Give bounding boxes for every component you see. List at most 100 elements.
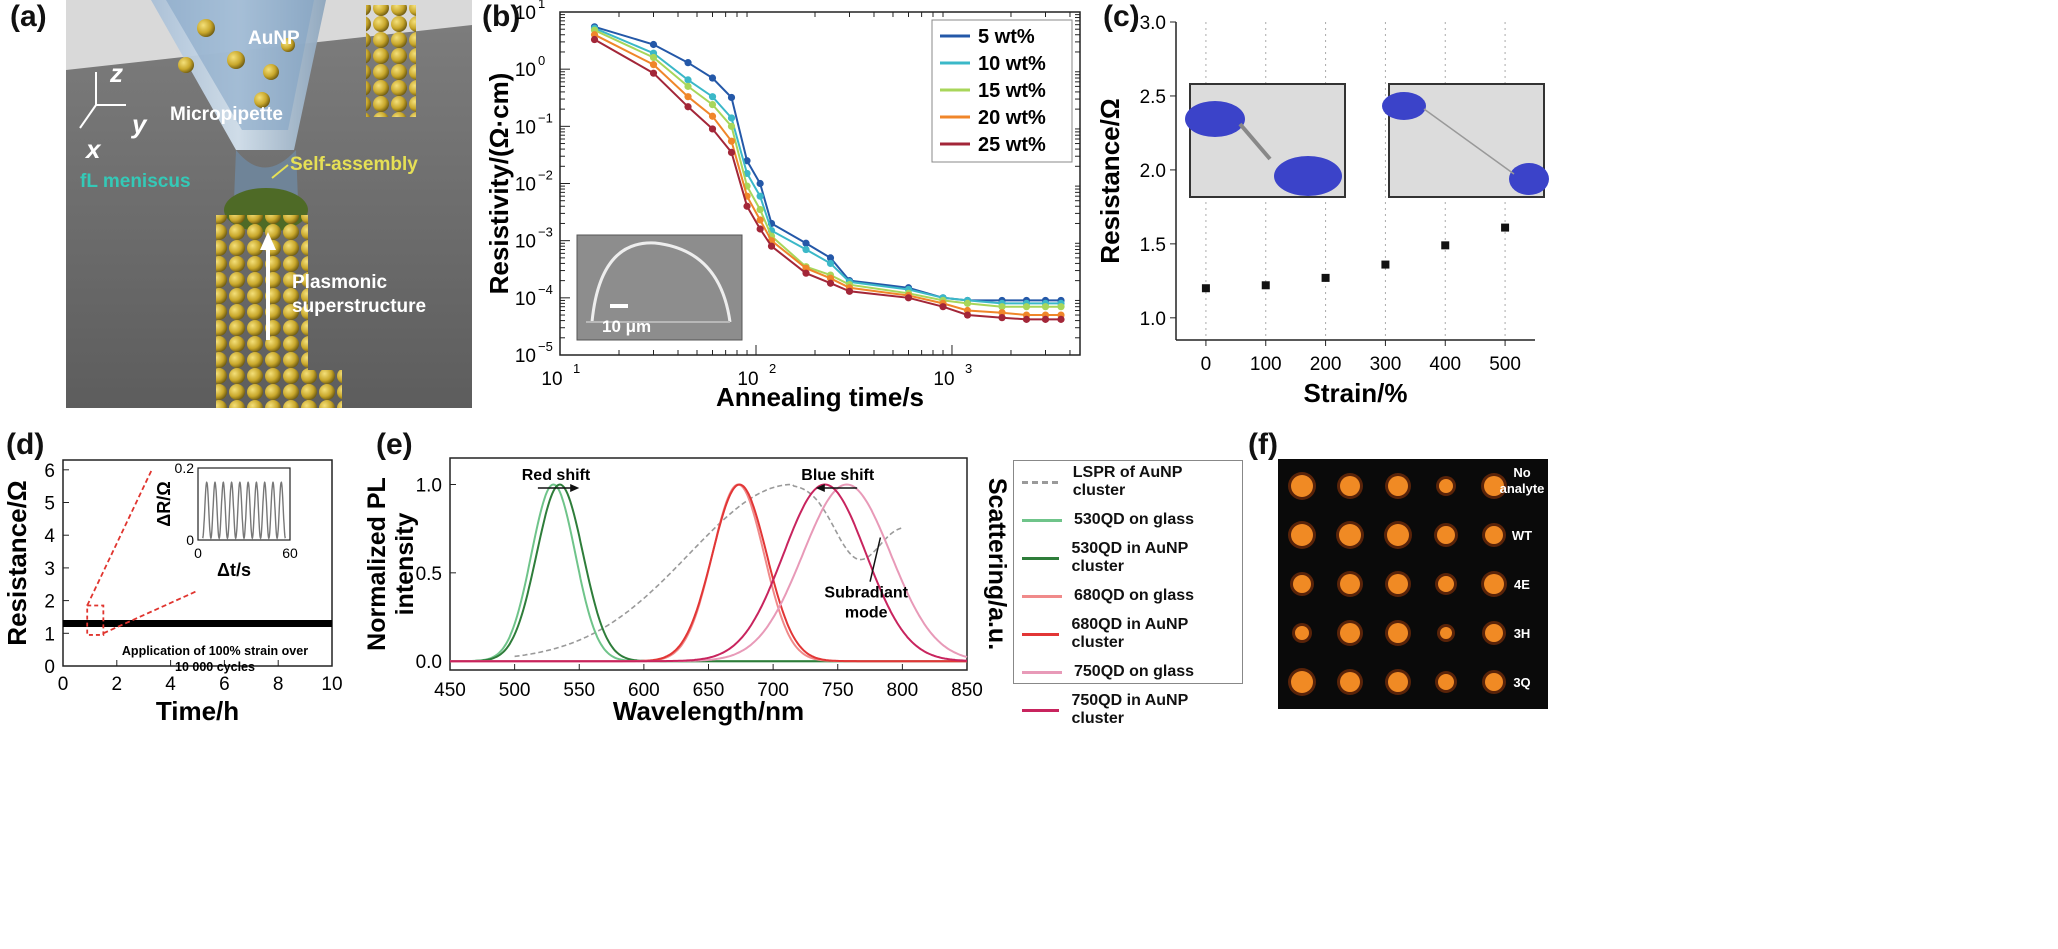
series-point	[826, 279, 835, 287]
series-point	[756, 225, 764, 233]
panel-d-label: (d)	[6, 428, 45, 461]
fluorescence-spot	[1340, 574, 1360, 594]
y-tick-exponent: −2	[538, 168, 553, 183]
inset-sem-image: 10 μm	[576, 234, 743, 341]
legend-swatch	[1022, 632, 1060, 636]
x-tick-label: 650	[693, 680, 725, 701]
y-tick-label: 10	[515, 117, 536, 138]
column-upper-mid	[302, 370, 342, 408]
fluorescence-spot	[1388, 623, 1408, 643]
x-tick-label: 500	[499, 680, 531, 701]
legend-label: 25 wt%	[978, 134, 1046, 156]
x-tick-label: 10	[933, 369, 954, 390]
legend-swatch	[1022, 556, 1060, 560]
series-point	[756, 179, 764, 188]
subradiant-label-1: Subradiant	[824, 585, 908, 602]
series-point	[684, 76, 692, 84]
x-tick-label: 300	[1370, 354, 1402, 375]
aunp-bead	[263, 64, 279, 80]
series-point	[708, 93, 717, 101]
inset-x-label: Δt/s	[217, 560, 251, 580]
x-tick-label: 200	[1310, 354, 1342, 375]
data-point	[1261, 281, 1270, 290]
series-point	[727, 114, 736, 122]
series-point	[1022, 303, 1031, 311]
series-point	[802, 269, 810, 277]
x-axis-label: Time/h	[156, 696, 239, 726]
legend-item: 530QD in AuNP cluster	[1022, 539, 1234, 577]
blue-shift-arrowhead	[815, 484, 825, 492]
y-axis-label: Resistivity/(Ω·cm)	[484, 73, 514, 295]
fluorescence-spot	[1440, 627, 1452, 639]
series-point	[708, 112, 717, 120]
row-label: 3H	[1514, 626, 1531, 641]
column-right	[366, 5, 416, 117]
series-line	[594, 25, 1061, 302]
aunp-bead	[254, 92, 270, 108]
series-point	[963, 299, 972, 307]
fluorescence-spot	[1438, 576, 1454, 592]
legend-label: 5 wt%	[978, 26, 1035, 48]
legend-label: 530QD on glass	[1074, 511, 1195, 528]
series-point	[939, 303, 947, 311]
data-point	[1321, 273, 1330, 282]
series-point	[1041, 315, 1050, 323]
fluorescence-spot	[1439, 479, 1453, 493]
data-point	[1501, 223, 1510, 232]
legend-item: 530QD on glass	[1022, 501, 1234, 539]
legend-swatch	[1022, 480, 1061, 484]
series-line	[594, 27, 1061, 305]
inset-y-tick-label: 0.2	[175, 460, 195, 476]
y-tick-exponent: 0	[538, 53, 545, 68]
y-tick-label: 6	[44, 461, 55, 482]
series-point	[756, 192, 764, 200]
y-tick-exponent: −4	[538, 282, 553, 297]
x-tick-label: 600	[628, 680, 660, 701]
plasmonic-label-2: superstructure	[292, 296, 426, 317]
fluorescence-spot	[1485, 673, 1503, 691]
red-shift-label: Red shift	[522, 467, 591, 484]
series-point	[684, 82, 692, 90]
fluorescence-spot	[1291, 524, 1313, 546]
x-tick-label: 100	[1250, 354, 1282, 375]
plasmonic-label-1: Plasmonic	[292, 272, 387, 293]
self-assembly-pointer	[271, 164, 289, 179]
series-point	[649, 61, 658, 69]
y-tick-label: 2.5	[1140, 87, 1166, 108]
series-point	[998, 303, 1006, 311]
panel-e-chart: 450 500 550 600 650 700 750 800 850 0.0 0.5 1.0 Wave…	[363, 457, 1011, 726]
x-tick-label: 500	[1489, 354, 1521, 375]
x-tick-label: 2	[112, 674, 123, 695]
series-point	[727, 148, 736, 156]
y-tick-label: 3	[44, 559, 55, 580]
data-point	[1201, 284, 1210, 293]
row-label: WT	[1512, 528, 1532, 543]
inset-x-tick-label: 0	[194, 545, 202, 561]
y-tick-exponent: 1	[538, 0, 545, 11]
fluorescence-spot	[1485, 624, 1503, 642]
series-point	[649, 69, 658, 77]
series-point	[845, 287, 854, 295]
x-tick-exponent: 2	[769, 361, 776, 376]
y-axis-label: Resistance/Ω	[2, 480, 32, 645]
x-tick-label: 850	[951, 680, 983, 701]
y-tick-label: 1	[44, 624, 55, 645]
y-axis-label: Resistance/Ω	[1095, 98, 1125, 263]
series-point	[963, 311, 972, 319]
self-assembly-label: Self-assembly	[290, 154, 418, 175]
data-point	[1381, 260, 1390, 269]
fluorescence-spot	[1340, 672, 1360, 692]
y-tick-exponent: −1	[538, 110, 553, 125]
panel-a-illustration: z y x AuNP Micropipette fL meniscus Self…	[66, 0, 472, 408]
y-tick-exponent: −5	[538, 339, 553, 354]
fluorescence-spot	[1340, 623, 1360, 643]
series-point	[998, 314, 1006, 322]
fluorescence-spot	[1485, 526, 1503, 544]
legend-label: LSPR of AuNP cluster	[1072, 464, 1183, 499]
fluorescence-spot	[1339, 524, 1361, 546]
panel-d-chart: 0 2 4 6 8 100123456Time/hResistance/ΩApplicat…	[2, 459, 343, 726]
x-tick-label: 0	[1201, 354, 1212, 375]
y-tick-label: 10	[515, 3, 536, 24]
fluorescence-spot	[1484, 476, 1504, 496]
legend-item: LSPR of AuNP cluster	[1022, 463, 1234, 501]
